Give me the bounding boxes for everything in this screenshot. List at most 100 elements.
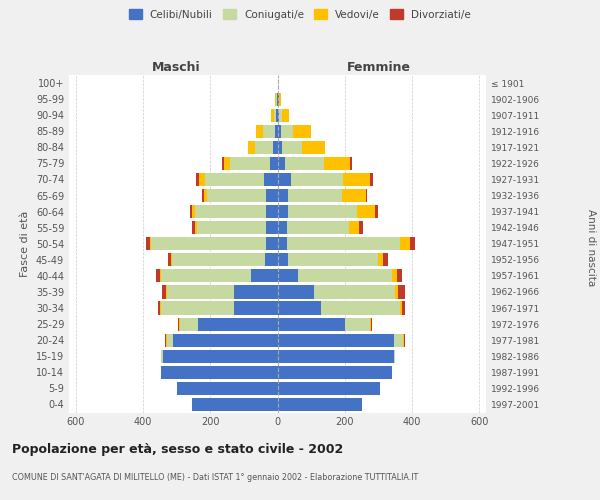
- Bar: [168, 253, 171, 266]
- Bar: [234, 302, 277, 314]
- Bar: [282, 108, 289, 122]
- Bar: [234, 286, 277, 298]
- Bar: [314, 286, 395, 298]
- Bar: [256, 124, 263, 138]
- Text: Popolazione per età, sesso e stato civile - 2002: Popolazione per età, sesso e stato civil…: [12, 442, 343, 456]
- Bar: [277, 350, 394, 363]
- Bar: [176, 382, 277, 395]
- Bar: [161, 302, 234, 314]
- Bar: [342, 189, 365, 202]
- Bar: [277, 108, 279, 122]
- Bar: [196, 173, 199, 186]
- Bar: [277, 398, 362, 411]
- Bar: [277, 366, 392, 379]
- Bar: [166, 334, 167, 347]
- Bar: [271, 108, 274, 122]
- Bar: [291, 173, 343, 186]
- Bar: [179, 318, 180, 330]
- Bar: [397, 270, 402, 282]
- Bar: [383, 253, 388, 266]
- Bar: [370, 318, 371, 330]
- Bar: [264, 173, 277, 186]
- Bar: [277, 205, 287, 218]
- Bar: [171, 253, 172, 266]
- Bar: [190, 205, 193, 218]
- Y-axis label: Fasce di età: Fasce di età: [20, 210, 30, 277]
- Bar: [274, 108, 276, 122]
- Bar: [288, 189, 342, 202]
- Bar: [281, 140, 302, 154]
- Bar: [205, 173, 264, 186]
- Bar: [151, 237, 266, 250]
- Text: Maschi: Maschi: [152, 61, 201, 74]
- Bar: [180, 318, 199, 330]
- Bar: [222, 157, 224, 170]
- Bar: [224, 157, 230, 170]
- Bar: [287, 237, 400, 250]
- Bar: [400, 237, 410, 250]
- Bar: [277, 253, 287, 266]
- Bar: [394, 334, 403, 347]
- Bar: [172, 253, 265, 266]
- Bar: [199, 318, 277, 330]
- Bar: [193, 205, 195, 218]
- Bar: [266, 205, 277, 218]
- Bar: [277, 237, 287, 250]
- Bar: [400, 302, 402, 314]
- Bar: [167, 286, 234, 298]
- Bar: [395, 286, 398, 298]
- Bar: [266, 221, 277, 234]
- Bar: [178, 318, 179, 330]
- Bar: [266, 189, 277, 202]
- Bar: [158, 302, 160, 314]
- Bar: [343, 173, 370, 186]
- Bar: [202, 189, 203, 202]
- Bar: [403, 334, 404, 347]
- Bar: [276, 108, 277, 122]
- Bar: [379, 253, 383, 266]
- Legend: Celibi/Nubili, Coniugati/e, Vedovi/e, Divorziati/e: Celibi/Nubili, Coniugati/e, Vedovi/e, Di…: [125, 5, 475, 24]
- Bar: [276, 92, 277, 106]
- Bar: [162, 286, 166, 298]
- Bar: [263, 124, 275, 138]
- Text: COMUNE DI SANT'AGATA DI MILITELLO (ME) - Dati ISTAT 1° gennaio 2002 - Elaborazio: COMUNE DI SANT'AGATA DI MILITELLO (ME) -…: [12, 472, 418, 482]
- Bar: [167, 334, 173, 347]
- Bar: [173, 334, 277, 347]
- Bar: [277, 173, 291, 186]
- Bar: [285, 157, 323, 170]
- Bar: [410, 237, 415, 250]
- Bar: [193, 221, 195, 234]
- Bar: [277, 382, 380, 395]
- Bar: [166, 286, 167, 298]
- Bar: [278, 92, 279, 106]
- Bar: [160, 302, 161, 314]
- Bar: [266, 237, 277, 250]
- Bar: [230, 157, 270, 170]
- Bar: [277, 302, 321, 314]
- Bar: [197, 221, 266, 234]
- Bar: [277, 189, 288, 202]
- Bar: [402, 302, 405, 314]
- Bar: [274, 140, 277, 154]
- Bar: [265, 253, 277, 266]
- Bar: [164, 334, 166, 347]
- Bar: [371, 318, 372, 330]
- Bar: [277, 92, 278, 106]
- Bar: [359, 221, 362, 234]
- Bar: [277, 221, 287, 234]
- Bar: [277, 157, 285, 170]
- Bar: [277, 140, 281, 154]
- Bar: [349, 221, 359, 234]
- Bar: [275, 92, 276, 106]
- Bar: [161, 366, 277, 379]
- Bar: [199, 173, 205, 186]
- Bar: [398, 286, 404, 298]
- Bar: [323, 157, 350, 170]
- Bar: [321, 302, 400, 314]
- Bar: [293, 124, 311, 138]
- Bar: [275, 124, 277, 138]
- Bar: [161, 270, 251, 282]
- Bar: [192, 398, 277, 411]
- Bar: [350, 157, 352, 170]
- Bar: [356, 205, 375, 218]
